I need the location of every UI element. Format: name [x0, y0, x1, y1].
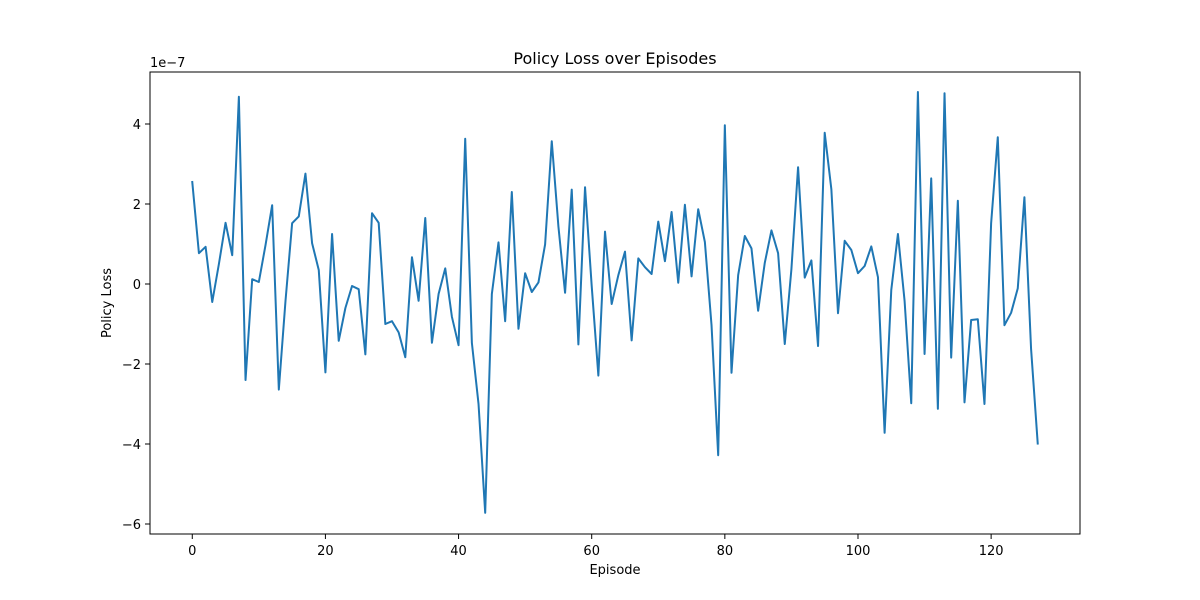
- x-tick-label: 120: [979, 544, 1004, 559]
- y-axis: −6 −4 −2 0 2 4: [122, 118, 150, 533]
- x-tick-label: 20: [317, 544, 334, 559]
- y-tick-label: 2: [133, 198, 141, 213]
- x-axis: 0 20 40 60 80 100 120: [188, 534, 1004, 559]
- y-tick-label: 4: [133, 118, 141, 133]
- axes-frame: [149, 71, 1081, 535]
- x-tick-label: 60: [583, 544, 600, 559]
- y-tick-label: −6: [122, 518, 141, 533]
- series-line-0: [191, 91, 1039, 514]
- x-tick-label: 100: [846, 544, 871, 559]
- x-tick-label: 40: [450, 544, 467, 559]
- y-tick-label: 0: [133, 278, 141, 293]
- x-axis-title: Episode: [589, 563, 640, 578]
- y-tick-label: −4: [122, 438, 141, 453]
- x-tick-label: 0: [188, 544, 196, 559]
- y-tick-label: −2: [122, 358, 141, 373]
- chart-title: Policy Loss over Episodes: [513, 49, 716, 68]
- y-axis-title: Policy Loss: [100, 268, 115, 338]
- y-scale-offset-label: 1e−7: [150, 56, 185, 71]
- x-tick-label: 80: [717, 544, 734, 559]
- plot-area: [191, 91, 1039, 514]
